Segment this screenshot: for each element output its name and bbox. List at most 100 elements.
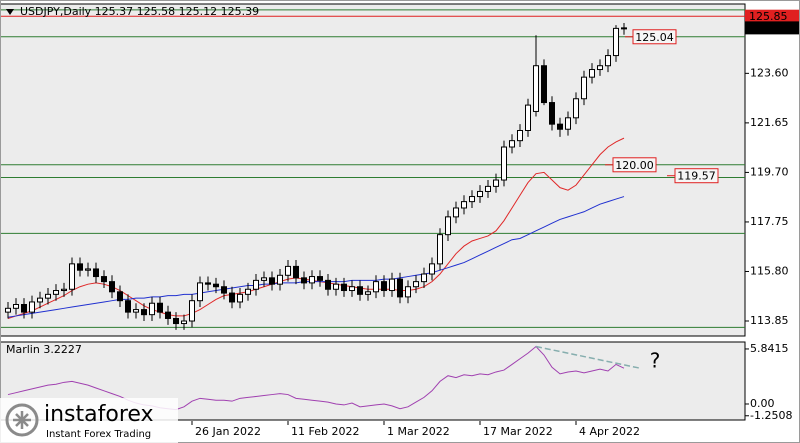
candle-body [205, 282, 211, 285]
candle-body [397, 278, 403, 298]
candle-body [405, 286, 411, 298]
tag-box [674, 168, 719, 184]
candle-body [605, 55, 611, 67]
level-tag: 119.57 [677, 170, 716, 183]
candle-body [549, 102, 555, 125]
candle-body [501, 146, 507, 181]
candle-body [389, 278, 395, 292]
candle-body [245, 288, 251, 295]
candle-body [333, 283, 339, 290]
moving-average [7, 196, 625, 318]
candle-body [117, 291, 123, 302]
candle-body [541, 65, 547, 104]
candle-body [589, 69, 595, 78]
chart-title: USDJPY,Daily 125.37 125.58 125.12 125.39 [20, 5, 259, 18]
candle-body [285, 265, 291, 276]
candle-body [557, 123, 563, 130]
candle-body [341, 283, 347, 292]
y-tick-label: -1.2508 [750, 409, 792, 422]
candle-body [445, 216, 451, 236]
oscillator-line [7, 345, 625, 411]
candle-body [613, 27, 619, 57]
y-tick-label: 123.60 [750, 66, 789, 79]
candle-body [37, 297, 43, 303]
logo-mark [13, 411, 31, 429]
watermark: instaforex Instant Forex Trading [0, 398, 178, 443]
candle-body [229, 292, 235, 303]
x-tick-label: 4 Apr 2022 [579, 425, 640, 438]
candle-body [181, 320, 187, 325]
y-tick-label: 113.85 [750, 314, 789, 327]
candle-body [413, 281, 419, 288]
candle-body [213, 283, 219, 288]
price-mark: 125.39 [749, 22, 788, 35]
tagline: Instant Forex Trading [46, 429, 151, 440]
x-tick-label: 26 Jan 2022 [195, 425, 261, 438]
annotation: ? [650, 349, 661, 373]
candle-body [277, 274, 283, 285]
y-tick-label: 117.75 [750, 215, 789, 228]
price-mark: 125.85 [749, 10, 788, 23]
candle-body [13, 304, 19, 309]
candle-body [221, 286, 227, 294]
candle-body [5, 307, 11, 313]
candle-body [517, 130, 523, 142]
candle-body [261, 277, 267, 281]
y-tick-label: 121.65 [750, 116, 789, 129]
candle-body [349, 286, 355, 292]
candle-body [109, 281, 115, 293]
candle-body [93, 268, 99, 278]
candle-body [325, 279, 331, 290]
candle-body [189, 300, 195, 322]
candle-body [461, 201, 467, 209]
candle-body [621, 27, 627, 30]
candle-body [197, 282, 203, 302]
candle-body [237, 293, 243, 303]
price-mark-box [745, 21, 800, 35]
candle-body [533, 65, 539, 112]
x-tick-label: 17 Mar 2022 [483, 425, 553, 438]
candle-body [573, 98, 579, 119]
y-tick-label: 115.80 [750, 264, 789, 277]
candle-body [133, 309, 139, 313]
candle-body [365, 291, 371, 295]
candle-body [469, 196, 475, 203]
candle-body [77, 263, 83, 271]
candle-body [141, 309, 147, 316]
candle-body [173, 317, 179, 325]
logo-ring [5, 403, 39, 437]
candle-body [581, 76, 587, 100]
candle-body [21, 304, 27, 313]
level-tag: 120.00 [615, 159, 654, 172]
candle-body [421, 273, 427, 283]
price-mark-box [745, 9, 800, 23]
candle-body [269, 277, 275, 285]
candle-body [53, 290, 59, 295]
candle-body [493, 179, 499, 187]
tag-box [612, 157, 657, 173]
candle-body [253, 279, 259, 290]
tag-box [632, 29, 677, 45]
candle-body [69, 263, 75, 290]
brand: instaforex [44, 402, 154, 427]
candle-body [373, 281, 379, 293]
candle-body [165, 311, 171, 319]
candle-body [309, 276, 315, 284]
indicator-title: Marlin 3.2227 [6, 343, 82, 356]
candle-body [509, 140, 515, 148]
candle-body [29, 301, 35, 313]
candle-body [317, 276, 323, 281]
candle-body [293, 265, 299, 279]
candle-body [301, 277, 307, 284]
candle-body [157, 302, 163, 313]
candle-body [437, 234, 443, 265]
candle-body [429, 263, 435, 275]
candle-body [61, 288, 67, 292]
level-tag: 125.04 [635, 31, 674, 44]
candle-body [125, 300, 131, 313]
title-icon [6, 9, 14, 15]
candle-body [477, 190, 483, 198]
candle-body [485, 185, 491, 192]
